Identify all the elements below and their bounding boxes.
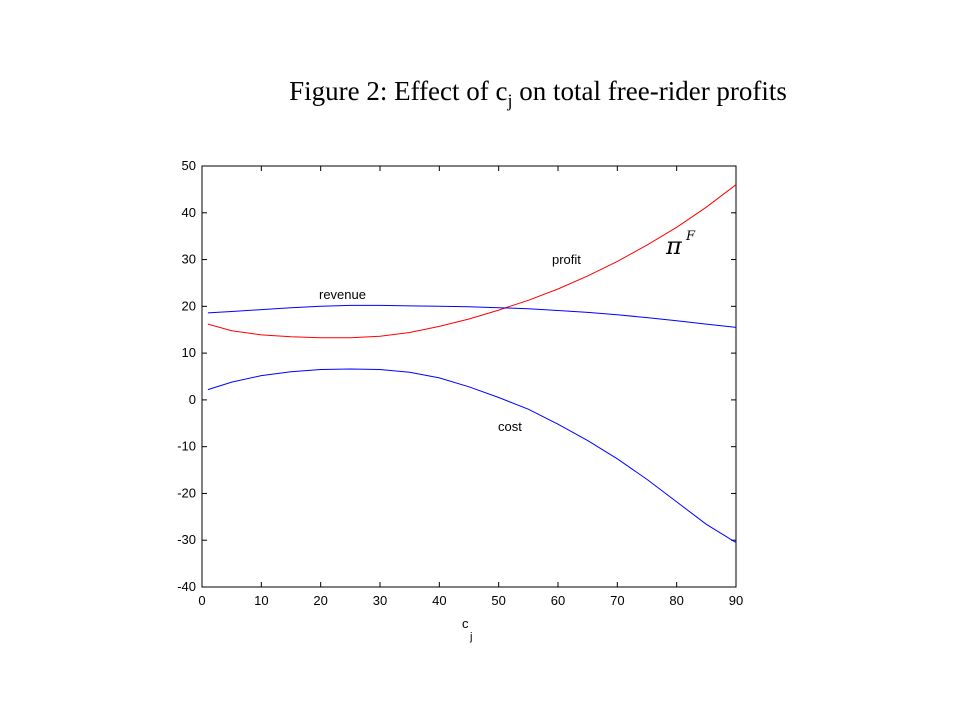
y-tick-label: -20 <box>177 485 196 500</box>
series-line-cost <box>207 368 737 544</box>
series-line-profit <box>207 184 737 339</box>
y-tick-label: -10 <box>177 439 196 454</box>
y-tick-label: 30 <box>182 252 196 267</box>
x-tick-label: 70 <box>610 593 624 608</box>
x-tick-label: 30 <box>373 593 387 608</box>
annotation-cost: cost <box>498 419 522 434</box>
chart-title: Figure 2: Effect of cj on total free-rid… <box>289 76 787 111</box>
x-tick-label: 20 <box>313 593 327 608</box>
annotations: profit revenue cost π F c j <box>319 229 696 643</box>
y-tick-label: 40 <box>182 205 196 220</box>
series-lines <box>207 184 737 544</box>
x-axis-label-subscript: j <box>469 631 472 643</box>
annotation-revenue: revenue <box>319 287 366 302</box>
title-subscript: j <box>507 90 513 111</box>
annotation-pi-symbol: π <box>665 232 683 260</box>
x-tick-label: 80 <box>669 593 683 608</box>
y-tick-label: 20 <box>182 298 196 313</box>
x-tick-label: 0 <box>198 593 205 608</box>
y-tick-label: 50 <box>182 158 196 173</box>
x-tick-label: 40 <box>432 593 446 608</box>
y-tick-label: -40 <box>177 579 196 594</box>
x-axis-label: c <box>462 616 469 631</box>
plot-axes: 0 10 20 30 40 50 60 70 80 90 -40 -30 -20 -10 0 10 20 30 40… <box>177 158 743 608</box>
x-tick-label: 90 <box>729 593 743 608</box>
y-tick-label: -30 <box>177 532 196 547</box>
y-tick-label: 0 <box>189 392 196 407</box>
annotation-profit: profit <box>552 252 581 267</box>
plot-frame <box>201 165 737 588</box>
x-tick-label: 50 <box>491 593 505 608</box>
x-tick-label: 60 <box>551 593 565 608</box>
y-tick-label: 10 <box>182 345 196 360</box>
annotation-pi-superscript: F <box>685 229 696 244</box>
x-tick-label: 10 <box>254 593 268 608</box>
series-line-revenue <box>207 304 737 328</box>
